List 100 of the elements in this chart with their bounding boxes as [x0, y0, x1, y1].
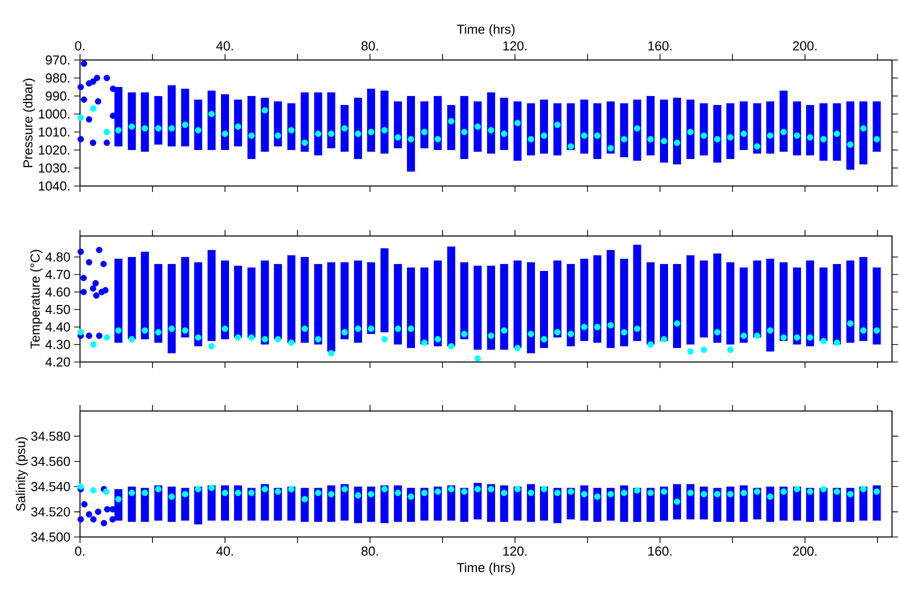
point	[80, 288, 87, 296]
bar	[740, 101, 748, 150]
point	[100, 260, 107, 268]
bar	[208, 90, 216, 150]
bar	[740, 268, 748, 343]
point	[96, 332, 102, 339]
bar	[154, 96, 162, 145]
bar	[314, 264, 322, 344]
bar	[406, 268, 415, 348]
bar	[287, 103, 296, 150]
y-tick-label: 4.40	[45, 322, 70, 332]
bar	[872, 268, 881, 344]
point	[81, 501, 88, 508]
bar	[394, 101, 402, 148]
y-tick-label: 34.500	[31, 532, 70, 542]
bar	[566, 264, 575, 346]
bar	[793, 101, 802, 156]
bar	[514, 101, 522, 161]
y-axis-title: Temperature (°C)	[30, 250, 42, 349]
bar	[793, 268, 802, 344]
bar	[846, 260, 854, 343]
bar	[660, 100, 668, 163]
point	[104, 140, 110, 146]
bar	[460, 262, 468, 340]
bar	[553, 103, 562, 156]
point	[80, 60, 88, 67]
bar	[633, 244, 642, 341]
bar	[168, 264, 176, 354]
bar	[780, 262, 788, 341]
x2-tick-label: 0.	[75, 41, 84, 50]
point	[94, 98, 102, 105]
y-axis-title: Pressure (dbar)	[22, 78, 36, 168]
y-axis-title: Salinity (psu)	[16, 437, 28, 511]
bar	[526, 262, 535, 354]
bar	[460, 96, 468, 159]
bar	[274, 101, 282, 146]
bar	[128, 92, 136, 150]
point	[78, 516, 84, 523]
point	[104, 506, 110, 512]
bar	[700, 260, 708, 338]
y-tick-label: 990.	[46, 91, 70, 101]
bar	[434, 96, 442, 150]
bar	[806, 260, 814, 346]
bar	[646, 96, 655, 156]
bar	[540, 100, 548, 154]
y-tick-label: 970.	[46, 55, 70, 65]
x-tick-label: 80.	[362, 546, 378, 556]
bar	[434, 260, 442, 346]
bar	[260, 260, 269, 344]
y-tick-label: 1000.	[38, 109, 70, 119]
bar	[114, 258, 122, 343]
y-tick-label: 34.540	[31, 482, 70, 492]
y-tick-label: 1030.	[38, 163, 70, 173]
bar	[367, 88, 376, 152]
point	[80, 274, 87, 282]
bar	[140, 92, 149, 152]
bar	[673, 264, 682, 348]
y-tick-label: 4.60	[45, 287, 70, 297]
bar	[753, 103, 762, 154]
y-tick-label: 34.560	[31, 456, 70, 466]
bar	[686, 255, 694, 344]
y-tick-label: 34.520	[31, 507, 70, 516]
bar	[606, 101, 615, 154]
point	[86, 259, 92, 266]
bar	[859, 101, 868, 164]
bar	[300, 257, 309, 343]
bar	[593, 103, 602, 159]
point	[92, 280, 99, 286]
bar	[194, 100, 202, 150]
bar	[859, 257, 868, 341]
bar	[221, 94, 229, 150]
bar	[553, 260, 562, 338]
bar	[208, 250, 216, 341]
x2-tick-label: 120.	[503, 41, 526, 50]
bar	[367, 262, 376, 334]
bar	[380, 248, 389, 332]
bar	[832, 264, 841, 344]
x2-tick-label: 200.	[793, 41, 816, 50]
x2-tick-label: 40.	[216, 41, 233, 50]
bar	[140, 252, 149, 340]
y-tick-label: 4.80	[45, 252, 70, 262]
bar	[766, 101, 774, 154]
point	[86, 511, 92, 518]
bar	[753, 260, 762, 338]
bar	[181, 257, 190, 338]
bar	[806, 105, 814, 156]
bar	[846, 101, 854, 170]
x-axis-title: Time (hrs)	[456, 562, 515, 575]
bar	[154, 264, 162, 343]
bar	[606, 250, 615, 348]
bar	[620, 258, 628, 346]
point	[78, 84, 84, 90]
bar	[380, 90, 388, 154]
bar	[726, 103, 734, 159]
bar	[500, 264, 508, 350]
bar	[832, 103, 841, 161]
bar	[526, 103, 535, 156]
bar	[713, 254, 722, 343]
point	[86, 332, 92, 339]
point	[109, 516, 116, 523]
